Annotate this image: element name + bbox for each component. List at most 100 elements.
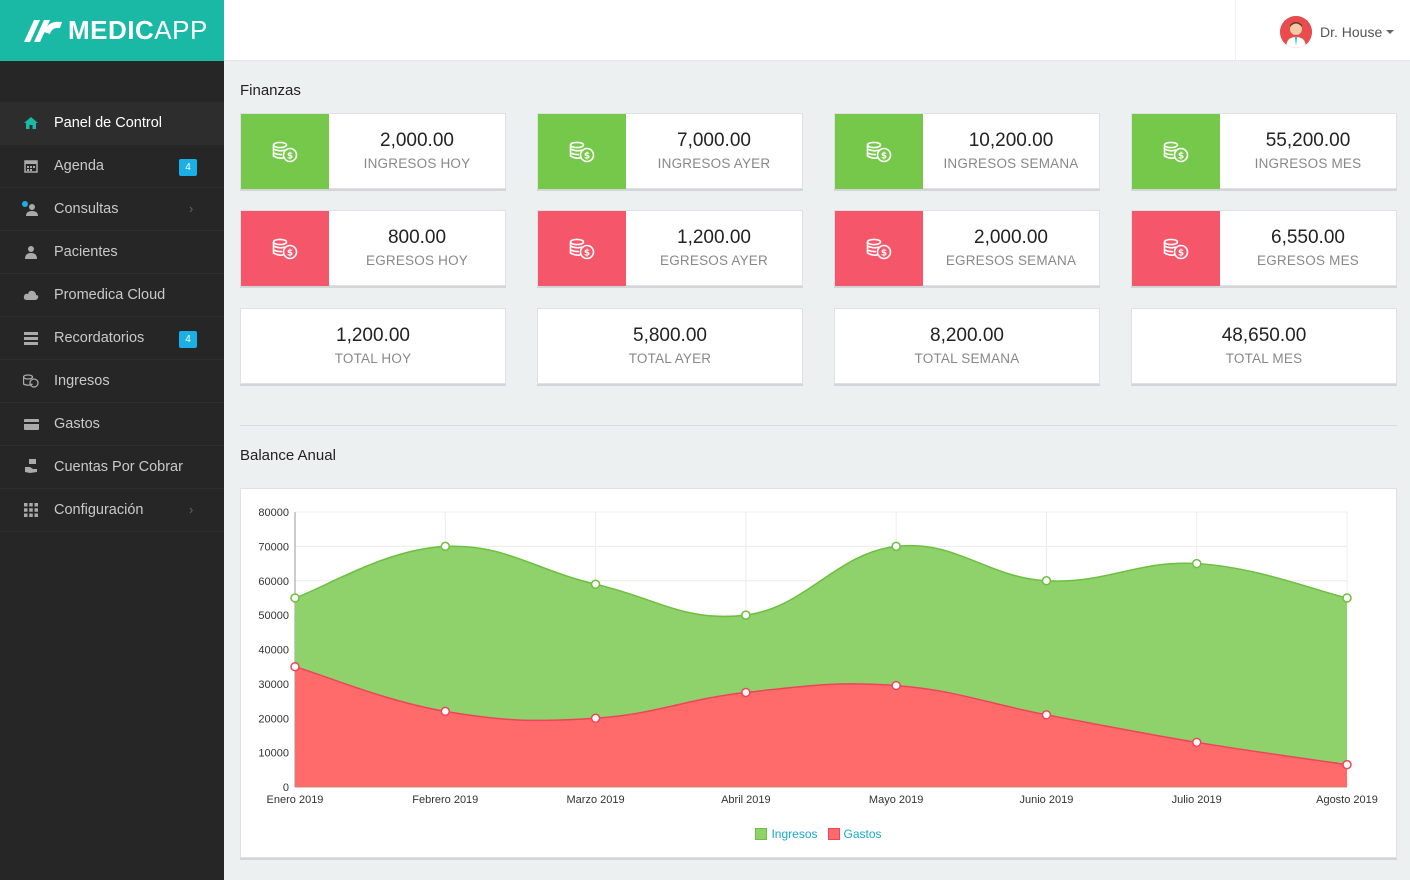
stat-value: 7,000.00 — [677, 130, 751, 151]
data-point-gastos — [590, 713, 601, 723]
user-name: Dr. House — [1320, 24, 1383, 40]
data-point-ingresos — [290, 593, 300, 603]
user-menu[interactable]: Dr. House — [1235, 0, 1410, 61]
caret-down-icon — [1386, 30, 1394, 34]
stat-card-ingresos-ayer: $ 7,000.00 INGRESOS AYER — [537, 113, 803, 189]
stat-label: INGRESOS AYER — [657, 156, 771, 171]
data-point-gastos — [891, 680, 901, 691]
y-tick-label: 0 — [283, 782, 289, 794]
user-icon — [22, 244, 40, 260]
sidebar-item-label: Agenda — [54, 158, 104, 174]
stat-card-ingresos-hoy: $ 2,000.00 INGRESOS HOY — [240, 113, 506, 189]
sidebar-item-cuentas-por-cobrar[interactable]: Cuentas Por Cobrar — [0, 446, 224, 489]
calendar-icon — [22, 158, 40, 174]
data-point-ingresos — [1191, 558, 1202, 569]
data-point-ingresos — [590, 579, 601, 589]
x-tick-label: Junio 2019 — [1020, 794, 1074, 806]
sidebar-item-pacientes[interactable]: Pacientes — [0, 231, 224, 274]
stat-value: 1,200.00 — [677, 227, 751, 248]
sidebar-item-promedica-cloud[interactable]: Promedica Cloud — [0, 274, 224, 317]
data-point-gastos — [1191, 737, 1202, 748]
stat-value: 800.00 — [387, 227, 447, 248]
coins-icon: $ — [241, 114, 329, 189]
legend-label: Gastos — [843, 827, 882, 841]
data-point-gastos — [741, 687, 751, 698]
x-tick-label: Agosto 2019 — [1316, 794, 1378, 806]
data-point-ingresos — [440, 541, 451, 552]
y-tick-label: 10000 — [258, 748, 289, 760]
stat-label: TOTAL SEMANA — [914, 351, 1020, 366]
stat-value: 55,200.00 — [1265, 130, 1351, 151]
y-tick-label: 60000 — [258, 576, 289, 588]
stat-value: 48,650.00 — [1221, 325, 1307, 346]
agenda-badge: 4 — [179, 159, 197, 176]
stat-card-total-hoy: 1,200.00 TOTAL HOY — [240, 308, 506, 384]
series-area-gastos — [295, 666, 1347, 787]
logo-mark-icon — [24, 19, 62, 42]
balance-chart-panel: 0 10000 20000 30000 40000 50000 60000 70000 8000… — [240, 488, 1397, 858]
data-point-ingresos — [891, 541, 901, 552]
coins-icon: $ — [1132, 211, 1220, 286]
svg-text:$: $ — [1178, 248, 1184, 258]
x-tick-label: Febrero 2019 — [412, 794, 478, 806]
chevron-right-icon: › — [189, 502, 194, 517]
y-tick-label: 80000 — [258, 507, 289, 519]
stat-label: EGRESOS MES — [1257, 253, 1359, 268]
stat-value: 5,800.00 — [633, 325, 707, 346]
stat-value: 10,200.00 — [968, 130, 1054, 151]
stat-label: INGRESOS HOY — [363, 156, 471, 171]
x-tick-label: Abril 2019 — [721, 794, 771, 806]
sidebar-item-label: Pacientes — [54, 244, 118, 260]
sidebar-nav: Panel de Control Agenda 4 Consultas › Pa… — [0, 102, 224, 532]
x-tick-label: Enero 2019 — [267, 794, 324, 806]
stat-card-egresos-mes: $ 6,550.00 EGRESOS MES — [1131, 210, 1397, 286]
coins-icon: $ — [538, 114, 626, 189]
sidebar-item-gastos[interactable]: Gastos — [0, 403, 224, 446]
stat-card-total-semana: 8,200.00 TOTAL SEMANA — [834, 308, 1100, 384]
cloud-icon — [22, 287, 40, 303]
logo[interactable]: MEDICAPP — [0, 0, 224, 61]
stat-value: 1,200.00 — [336, 325, 410, 346]
data-point-gastos — [440, 706, 451, 717]
svg-text:$: $ — [881, 151, 887, 161]
stat-label: INGRESOS MES — [1254, 156, 1362, 171]
legend-item-ingresos[interactable]: Ingresos — [755, 827, 818, 841]
stat-label: TOTAL HOY — [334, 351, 412, 366]
sidebar-item-panel-de-control[interactable]: Panel de Control — [0, 102, 224, 145]
sidebar-item-label: Panel de Control — [54, 115, 163, 131]
stat-card-egresos-semana: $ 2,000.00 EGRESOS SEMANA — [834, 210, 1100, 286]
credit-card-icon — [22, 416, 40, 432]
sidebar-item-configuracion[interactable]: Configuración › — [0, 489, 224, 532]
coins-icon: $ — [538, 211, 626, 286]
data-point-ingresos — [1041, 576, 1052, 586]
stat-value: 2,000.00 — [380, 130, 454, 151]
y-tick-label: 50000 — [258, 610, 289, 622]
svg-text:$: $ — [881, 248, 887, 258]
stat-label: EGRESOS SEMANA — [945, 253, 1077, 268]
avatar — [1280, 16, 1312, 48]
sidebar-item-consultas[interactable]: Consultas › — [0, 188, 224, 231]
balance-title: Balance Anual — [240, 447, 336, 464]
coins-icon: $ — [835, 114, 923, 189]
data-point-ingresos — [1342, 593, 1352, 603]
y-tick-label: 40000 — [258, 645, 289, 657]
sidebar-item-label: Consultas — [54, 201, 119, 217]
sidebar-item-ingresos[interactable]: Ingresos — [0, 360, 224, 403]
stat-card-ingresos-semana: $ 10,200.00 INGRESOS SEMANA — [834, 113, 1100, 189]
sidebar-item-label: Gastos — [54, 416, 100, 432]
sidebar-item-agenda[interactable]: Agenda 4 — [0, 145, 224, 188]
x-tick-label: Mayo 2019 — [869, 794, 923, 806]
home-icon — [22, 115, 40, 131]
sidebar-item-recordatorios[interactable]: Recordatorios 4 — [0, 317, 224, 360]
chart-legend: Ingresos Gastos — [241, 827, 1396, 841]
sidebar-item-label: Recordatorios — [54, 330, 145, 346]
sidebar-item-label: Cuentas Por Cobrar — [54, 459, 183, 475]
legend-item-gastos[interactable]: Gastos — [827, 827, 882, 841]
server-icon — [22, 330, 40, 346]
hand-money-icon — [22, 459, 40, 475]
series-line-ingresos — [294, 544, 1348, 618]
svg-text:$: $ — [584, 151, 590, 161]
stat-value: 8,200.00 — [930, 325, 1004, 346]
stat-card-egresos-hoy: $ 800.00 EGRESOS HOY — [240, 210, 506, 286]
consult-icon — [22, 201, 40, 217]
